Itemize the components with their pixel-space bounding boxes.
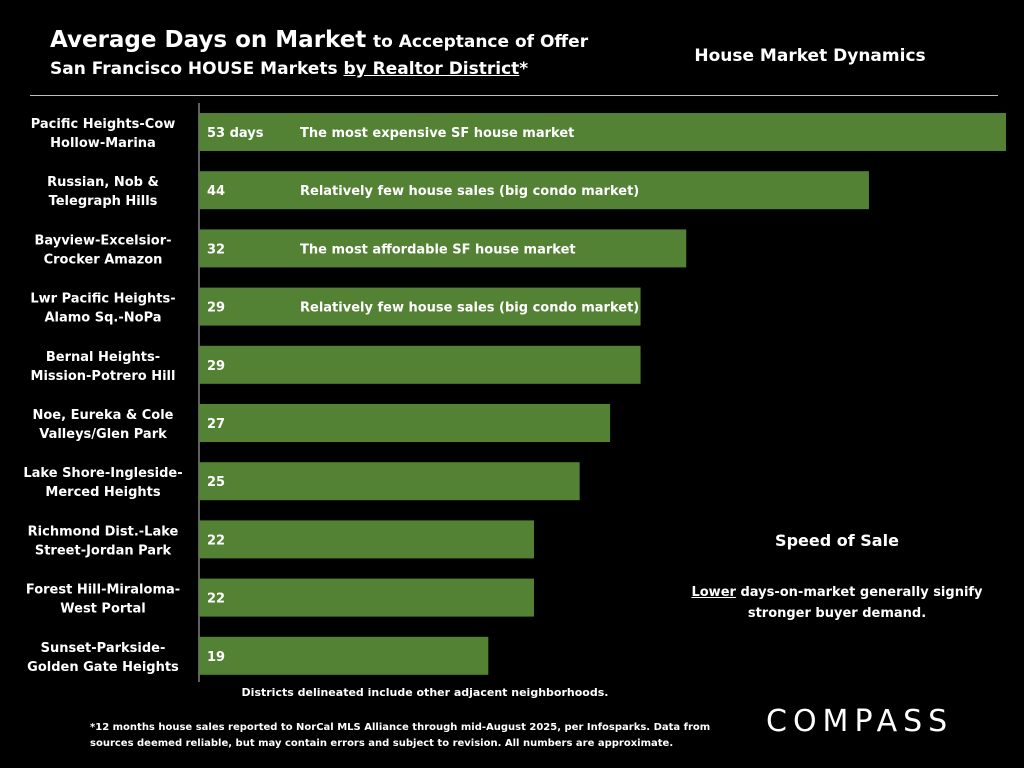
category-label-line: Lake Shore-Ingleside- bbox=[23, 466, 182, 481]
category-label: Bayview-Excelsior- Crocker Amazon bbox=[34, 233, 171, 267]
category-label: Sunset-Parkside- Golden Gate Heights bbox=[27, 641, 179, 675]
bar-value-label: 19 bbox=[207, 650, 225, 665]
title-block: Average Days on Market to Acceptance of … bbox=[50, 26, 670, 82]
speed-note-emphasis: Lower bbox=[691, 585, 736, 600]
title-rest: to Acceptance of Offer bbox=[373, 32, 589, 52]
speed-of-sale-note: Lower days-on-market generally signify s… bbox=[690, 582, 984, 624]
title-bold: Average Days on Market bbox=[50, 27, 367, 53]
category-label: Lwr Pacific Heights- Alamo Sq.-NoPa bbox=[30, 292, 175, 326]
districts-note: Districts delineated include other adjac… bbox=[241, 686, 609, 699]
bar-annotation: The most affordable SF house market bbox=[300, 242, 576, 257]
subtitle-suffix: * bbox=[519, 59, 529, 79]
bar-value-label: 29 bbox=[207, 359, 225, 374]
bar-annotation: Relatively few house sales (big condo ma… bbox=[300, 184, 639, 199]
bar bbox=[199, 113, 1006, 151]
footnote: *12 months house sales reported to NorCa… bbox=[90, 722, 711, 749]
bar bbox=[199, 520, 534, 559]
category-label-line: Richmond Dist.-Lake bbox=[28, 524, 179, 539]
category-label-line: Crocker Amazon bbox=[44, 252, 163, 267]
bar-value-label: 22 bbox=[207, 533, 225, 548]
chart-title: Average Days on Market to Acceptance of … bbox=[50, 26, 670, 56]
category-label: Russian, Nob & Telegraph Hills bbox=[47, 175, 159, 209]
bar bbox=[199, 462, 580, 501]
speed-note-text: days-on-market generally signify stronge… bbox=[735, 585, 983, 621]
bar-value-label: 29 bbox=[207, 301, 225, 316]
bar-value-label: 32 bbox=[207, 242, 225, 257]
category-label-line: Noe, Eureka & Cole bbox=[32, 408, 173, 423]
speed-of-sale-heading: Speed of Sale bbox=[775, 531, 899, 550]
compass-logo: COMPASS bbox=[766, 704, 954, 739]
category-label: Bernal Heights- Mission-Potrero Hill bbox=[31, 350, 176, 384]
category-label: Pacific Heights-Cow Hollow-Marina bbox=[31, 117, 176, 151]
bar bbox=[199, 636, 489, 675]
bar bbox=[199, 578, 534, 617]
house-market-dynamics-heading: House Market Dynamics bbox=[694, 46, 926, 66]
category-label-line: Telegraph Hills bbox=[49, 194, 158, 209]
category-label-line: Valleys/Glen Park bbox=[39, 427, 167, 442]
category-label: Richmond Dist.-Lake Street-Jordan Park bbox=[28, 524, 179, 558]
bar-annotation: The most expensive SF house market bbox=[300, 126, 574, 141]
bar bbox=[199, 404, 611, 442]
category-label-line: Bernal Heights- bbox=[46, 350, 160, 365]
category-label-line: Hollow-Marina bbox=[50, 136, 156, 151]
bar-value-label: 44 bbox=[207, 184, 225, 199]
bar-value-label: 53 days bbox=[207, 126, 264, 141]
title-divider bbox=[30, 95, 998, 96]
bar bbox=[199, 229, 687, 268]
bar-annotation: Relatively few house sales (big condo ma… bbox=[300, 301, 639, 316]
bar bbox=[199, 345, 641, 384]
chart-subtitle: San Francisco HOUSE Markets by Realtor D… bbox=[50, 56, 670, 82]
category-label-line: Sunset-Parkside- bbox=[41, 641, 166, 656]
category-label-line: West Portal bbox=[60, 602, 145, 617]
subtitle-underlined: by Realtor District bbox=[343, 59, 520, 79]
subtitle-prefix: San Francisco HOUSE Markets bbox=[50, 59, 338, 79]
category-label: Forest Hill-Miraloma- West Portal bbox=[26, 583, 180, 617]
category-label-line: Alamo Sq.-NoPa bbox=[44, 311, 161, 326]
bar bbox=[199, 287, 641, 326]
category-label-line: Lwr Pacific Heights- bbox=[30, 292, 175, 307]
category-label-line: Pacific Heights-Cow bbox=[31, 117, 176, 132]
category-label: Noe, Eureka & Cole Valleys/Glen Park bbox=[32, 408, 173, 442]
category-label-line: Mission-Potrero Hill bbox=[31, 369, 176, 384]
category-label-line: Forest Hill-Miraloma- bbox=[26, 583, 180, 598]
bar-value-label: 22 bbox=[207, 592, 225, 607]
bar-value-label: 25 bbox=[207, 475, 225, 490]
category-label: Lake Shore-Ingleside- Merced Heights bbox=[23, 466, 182, 500]
bar bbox=[199, 171, 869, 210]
category-label-line: Street-Jordan Park bbox=[35, 543, 172, 558]
category-label-line: Golden Gate Heights bbox=[27, 660, 179, 675]
bars-layer: 53 days The most expensive SF house marke… bbox=[23, 113, 1006, 675]
bar-value-label: 27 bbox=[207, 417, 225, 432]
category-label-line: Russian, Nob & bbox=[47, 175, 159, 190]
category-label-line: Merced Heights bbox=[45, 485, 160, 500]
category-label-line: Bayview-Excelsior- bbox=[34, 233, 171, 248]
